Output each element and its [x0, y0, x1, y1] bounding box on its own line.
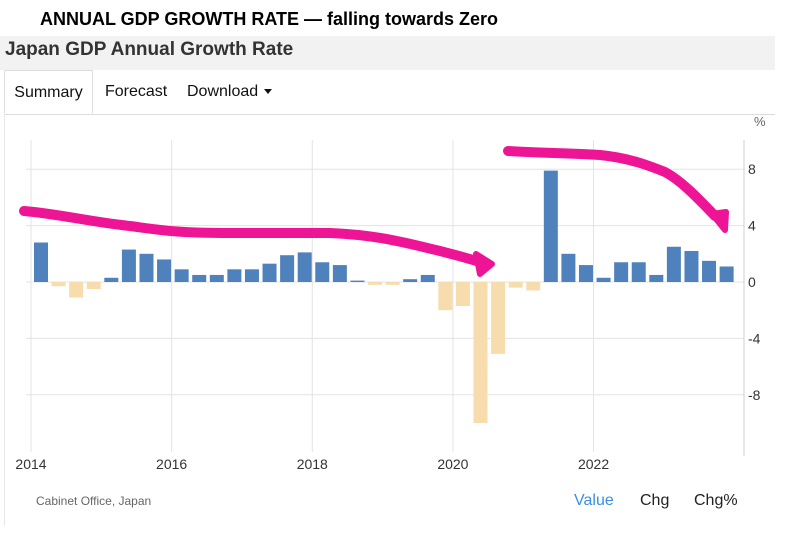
bar	[192, 274, 207, 282]
bar	[227, 269, 242, 282]
bar	[51, 282, 66, 287]
bar	[420, 274, 435, 282]
bar	[385, 282, 400, 285]
x-tick-label: 2016	[156, 456, 187, 472]
chevron-down-icon	[264, 89, 273, 95]
bar	[455, 282, 470, 306]
bar	[508, 282, 523, 288]
bar	[473, 282, 488, 423]
bar	[280, 255, 295, 282]
tab-summary-label: Summary	[14, 84, 83, 101]
bar	[174, 269, 189, 282]
bar	[403, 279, 418, 282]
tab-forecast-label: Forecast	[105, 83, 168, 100]
bar	[684, 250, 699, 282]
bar	[631, 262, 646, 282]
bar	[350, 280, 365, 282]
annotation-arrowhead-left	[473, 251, 495, 277]
bar	[526, 282, 541, 291]
y-tick-label: 8	[748, 161, 756, 177]
y-unit-label: %	[754, 114, 766, 129]
x-tick-label: 2018	[297, 456, 328, 472]
page-title: Japan GDP Annual Growth Rate	[5, 39, 294, 60]
bar	[297, 252, 312, 282]
axis-layer: 8 4 0 -4 -8% 2014 2016 2018 2020 2022	[15, 114, 766, 472]
bar	[157, 259, 172, 282]
chart-widget: Japan GDP Annual Growth Rate Summary For…	[0, 36, 775, 526]
bar	[438, 282, 453, 311]
tab-forecast[interactable]: Forecast	[105, 70, 167, 114]
y-tick-label: -8	[748, 387, 761, 403]
bar	[578, 265, 593, 282]
bar	[209, 274, 224, 282]
y-tick-label: 4	[748, 218, 756, 234]
y-tick-label: -4	[748, 330, 761, 346]
bar	[491, 282, 506, 354]
bar	[368, 282, 383, 285]
mode-value-button[interactable]: Value	[574, 492, 614, 509]
tab-summary[interactable]: Summary	[4, 70, 93, 114]
widget-header: Japan GDP Annual Growth Rate	[0, 36, 775, 70]
bar	[315, 262, 330, 282]
bar	[719, 266, 734, 282]
annotation-title: ANNUAL GDP GROWTH RATE — falling towards…	[40, 9, 499, 29]
bar	[702, 260, 717, 282]
bar-layer	[34, 170, 734, 423]
x-tick-label: 2014	[15, 456, 46, 472]
bar	[666, 246, 681, 282]
annotation-arrows	[19, 146, 729, 277]
y-tick-label: 0	[748, 274, 756, 290]
bar	[649, 274, 664, 282]
tab-download-label: Download	[187, 83, 259, 100]
tab-download[interactable]: Download	[187, 70, 273, 114]
bar	[596, 277, 611, 282]
bar	[561, 253, 576, 282]
widget-left-border	[4, 114, 5, 526]
bar	[262, 263, 277, 282]
annotation-arrow-left	[19, 206, 485, 267]
x-tick-label: 2020	[437, 456, 468, 472]
bar	[69, 282, 84, 298]
mode-chg-button[interactable]: Chg	[640, 492, 670, 509]
bar	[121, 249, 136, 282]
bar	[86, 282, 101, 290]
x-tick-label: 2022	[578, 456, 609, 472]
mode-chg-pct-button[interactable]: Chg%	[694, 492, 738, 509]
bar	[543, 170, 558, 282]
bar	[34, 242, 48, 282]
tab-bar: Summary Forecast Download	[4, 70, 775, 115]
source-label: Cabinet Office, Japan	[36, 494, 152, 508]
bar	[104, 277, 119, 282]
grid-layer	[26, 140, 744, 452]
bar	[139, 253, 154, 282]
annotation-arrow-right	[503, 146, 720, 221]
bar	[244, 269, 259, 282]
bar	[614, 262, 629, 282]
annotation-arrowhead-right	[709, 209, 729, 233]
bar	[332, 265, 347, 282]
